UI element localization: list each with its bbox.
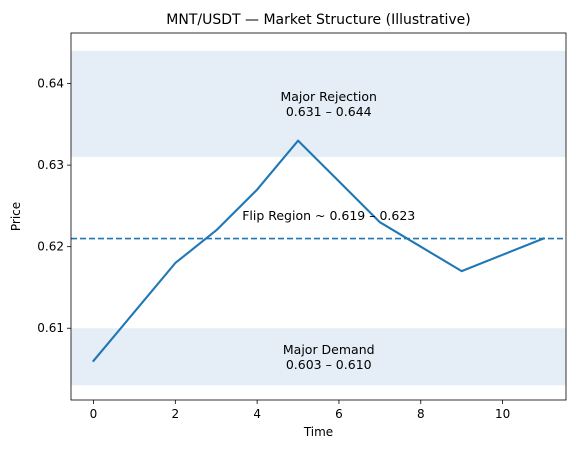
x-tick-label: 10 [495,407,510,421]
y-axis-label: Price [9,202,23,231]
price-series-line [92,139,545,363]
x-tick-label: 8 [417,407,425,421]
y-tick-label: 0.64 [37,77,64,91]
y-tick-label: 0.61 [37,321,64,335]
resistance-band [71,50,566,157]
support-band [71,328,566,386]
x-tick-label: 0 [90,407,98,421]
support-label-title: Major Demand [283,342,375,357]
support-label-range: 0.603 – 0.610 [286,357,372,372]
bands-layer [71,50,566,386]
x-tick-label: 2 [171,407,179,421]
flip-region-label: Flip Region ~ 0.619 – 0.623 [242,208,415,223]
x-tick-label: 6 [335,407,343,421]
x-axis-label: Time [303,425,333,439]
chart-title: MNT/USDT — Market Structure (Illustrativ… [166,12,470,28]
x-axis-ticks: 0 2 4 6 8 10 [90,400,510,421]
series-layer [92,139,545,363]
y-axis-ticks: 0.61 0.62 0.63 0.64 [37,77,71,335]
y-tick-label: 0.62 [37,240,64,254]
y-tick-label: 0.63 [37,158,64,172]
plot-frame [70,32,567,401]
resistance-label-range: 0.631 – 0.644 [286,104,372,119]
resistance-label-title: Major Rejection [280,89,376,104]
x-tick-label: 4 [253,407,261,421]
